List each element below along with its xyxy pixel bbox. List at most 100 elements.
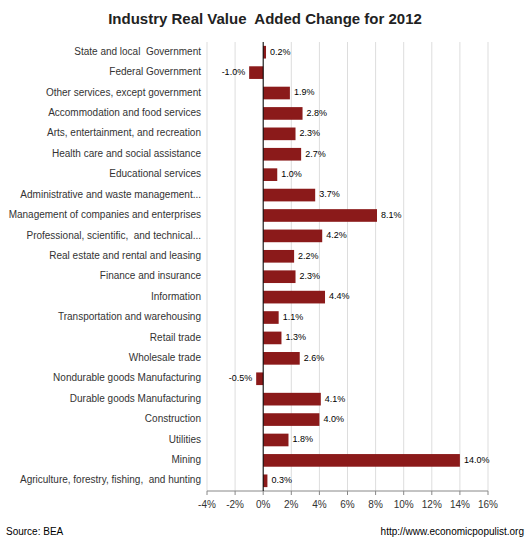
grid — [207, 42, 488, 491]
data-label: 8.1% — [381, 210, 402, 220]
data-label: 4.4% — [329, 291, 350, 301]
bar — [263, 230, 322, 243]
bar — [263, 87, 290, 100]
tick-label: 0% — [256, 499, 271, 510]
tick-label: 6% — [340, 499, 355, 510]
tick-label: 8% — [368, 499, 383, 510]
tick-label: 10% — [394, 499, 414, 510]
category-labels: State and local GovernmentFederal Govern… — [9, 46, 202, 486]
category-label: Health care and social assistance — [52, 148, 201, 159]
bar — [263, 168, 277, 181]
data-label: 4.2% — [326, 230, 347, 240]
bar — [263, 250, 294, 263]
category-label: Information — [151, 291, 201, 302]
tick-mark — [431, 491, 432, 495]
data-label: 0.3% — [271, 475, 292, 485]
tick-mark — [488, 491, 489, 495]
category-label: Finance and insurance — [100, 270, 202, 281]
data-label: 1.3% — [285, 332, 306, 342]
bar — [263, 128, 295, 141]
bar — [263, 454, 460, 467]
category-label: Real estate and rental and leasing — [49, 250, 201, 261]
bar — [263, 434, 288, 447]
category-label: Management of companies and enterprises — [9, 209, 201, 220]
bar — [263, 148, 301, 161]
category-label: Professional, scientific, and technical.… — [26, 230, 201, 241]
bar — [263, 291, 325, 304]
data-label: 3.7% — [319, 189, 340, 199]
data-label: 14.0% — [464, 455, 490, 465]
grid-line — [488, 42, 489, 491]
tick-mark — [263, 491, 264, 495]
data-label: 2.6% — [304, 353, 325, 363]
grid-line — [431, 42, 432, 491]
bar — [263, 209, 377, 222]
category-label: Retail trade — [150, 332, 202, 343]
grid-line — [375, 42, 376, 491]
tick-label: 4% — [312, 499, 327, 510]
data-labels: 0.2%-1.0%1.9%2.8%2.3%2.7%1.0%3.7%8.1%4.2… — [222, 47, 490, 486]
category-label: Transportation and warehousing — [58, 311, 201, 322]
category-label: Construction — [145, 413, 201, 424]
tick-mark — [403, 491, 404, 495]
bar — [263, 107, 302, 120]
tick-label: 2% — [284, 499, 299, 510]
tick-mark — [347, 491, 348, 495]
data-label: 2.7% — [305, 149, 326, 159]
category-label: Wholesale trade — [129, 352, 202, 363]
data-label: 4.0% — [323, 414, 344, 424]
bar — [263, 352, 300, 365]
data-label: 1.8% — [292, 434, 313, 444]
category-label: Arts, entertainment, and recreation — [47, 127, 201, 138]
bar — [249, 66, 263, 79]
x-axis: -4%-2%0%2%4%6%8%10%12%14%16% — [198, 491, 498, 510]
data-label: 1.1% — [283, 312, 304, 322]
grid-line — [207, 42, 208, 491]
tick-mark — [319, 491, 320, 495]
category-label: Federal Government — [109, 66, 201, 77]
source-note: Source: BEA — [6, 526, 64, 537]
bar — [263, 189, 315, 202]
axis-line — [207, 491, 488, 492]
tick-label: 14% — [450, 499, 470, 510]
tick-mark — [207, 491, 208, 495]
bar — [256, 372, 263, 385]
bar — [263, 474, 267, 487]
category-label: Nondurable goods Manufacturing — [53, 372, 201, 383]
data-label: -1.0% — [222, 67, 246, 77]
category-label: Utilities — [169, 434, 201, 445]
tick-label: -4% — [198, 499, 216, 510]
tick-mark — [375, 491, 376, 495]
data-label: 2.2% — [298, 251, 319, 261]
category-label: Accommodation and food services — [48, 107, 201, 118]
zero-line — [263, 42, 264, 491]
data-label: 1.0% — [281, 169, 302, 179]
tick-label: 16% — [478, 499, 498, 510]
title: Industry Real Value Added Change for 201… — [108, 10, 422, 27]
grid-line — [347, 42, 348, 491]
data-label: -0.5% — [229, 373, 253, 383]
data-label: 2.3% — [300, 271, 321, 281]
category-label: Educational services — [109, 168, 201, 179]
chart: Industry Real Value Added Change for 201… — [0, 0, 530, 543]
bar — [263, 413, 319, 426]
bar — [263, 393, 321, 406]
tick-mark — [291, 491, 292, 495]
bars — [249, 46, 460, 487]
source-note: http://www.economicpopulist.org — [381, 526, 524, 537]
data-label: 0.2% — [270, 47, 291, 57]
grid-line — [263, 42, 264, 491]
grid-line — [459, 42, 460, 491]
category-label: Agriculture, forestry, fishing, and hunt… — [20, 474, 201, 485]
bar — [263, 332, 281, 345]
category-label: Durable goods Manufacturing — [70, 393, 201, 404]
bar — [263, 311, 278, 324]
tick-label: -2% — [226, 499, 244, 510]
tick-mark — [459, 491, 460, 495]
bar — [263, 270, 295, 283]
data-label: 2.3% — [300, 128, 321, 138]
category-label: Other services, except government — [46, 87, 201, 98]
grid-line — [235, 42, 236, 491]
grid-line — [403, 42, 404, 491]
category-label: Mining — [172, 454, 201, 465]
